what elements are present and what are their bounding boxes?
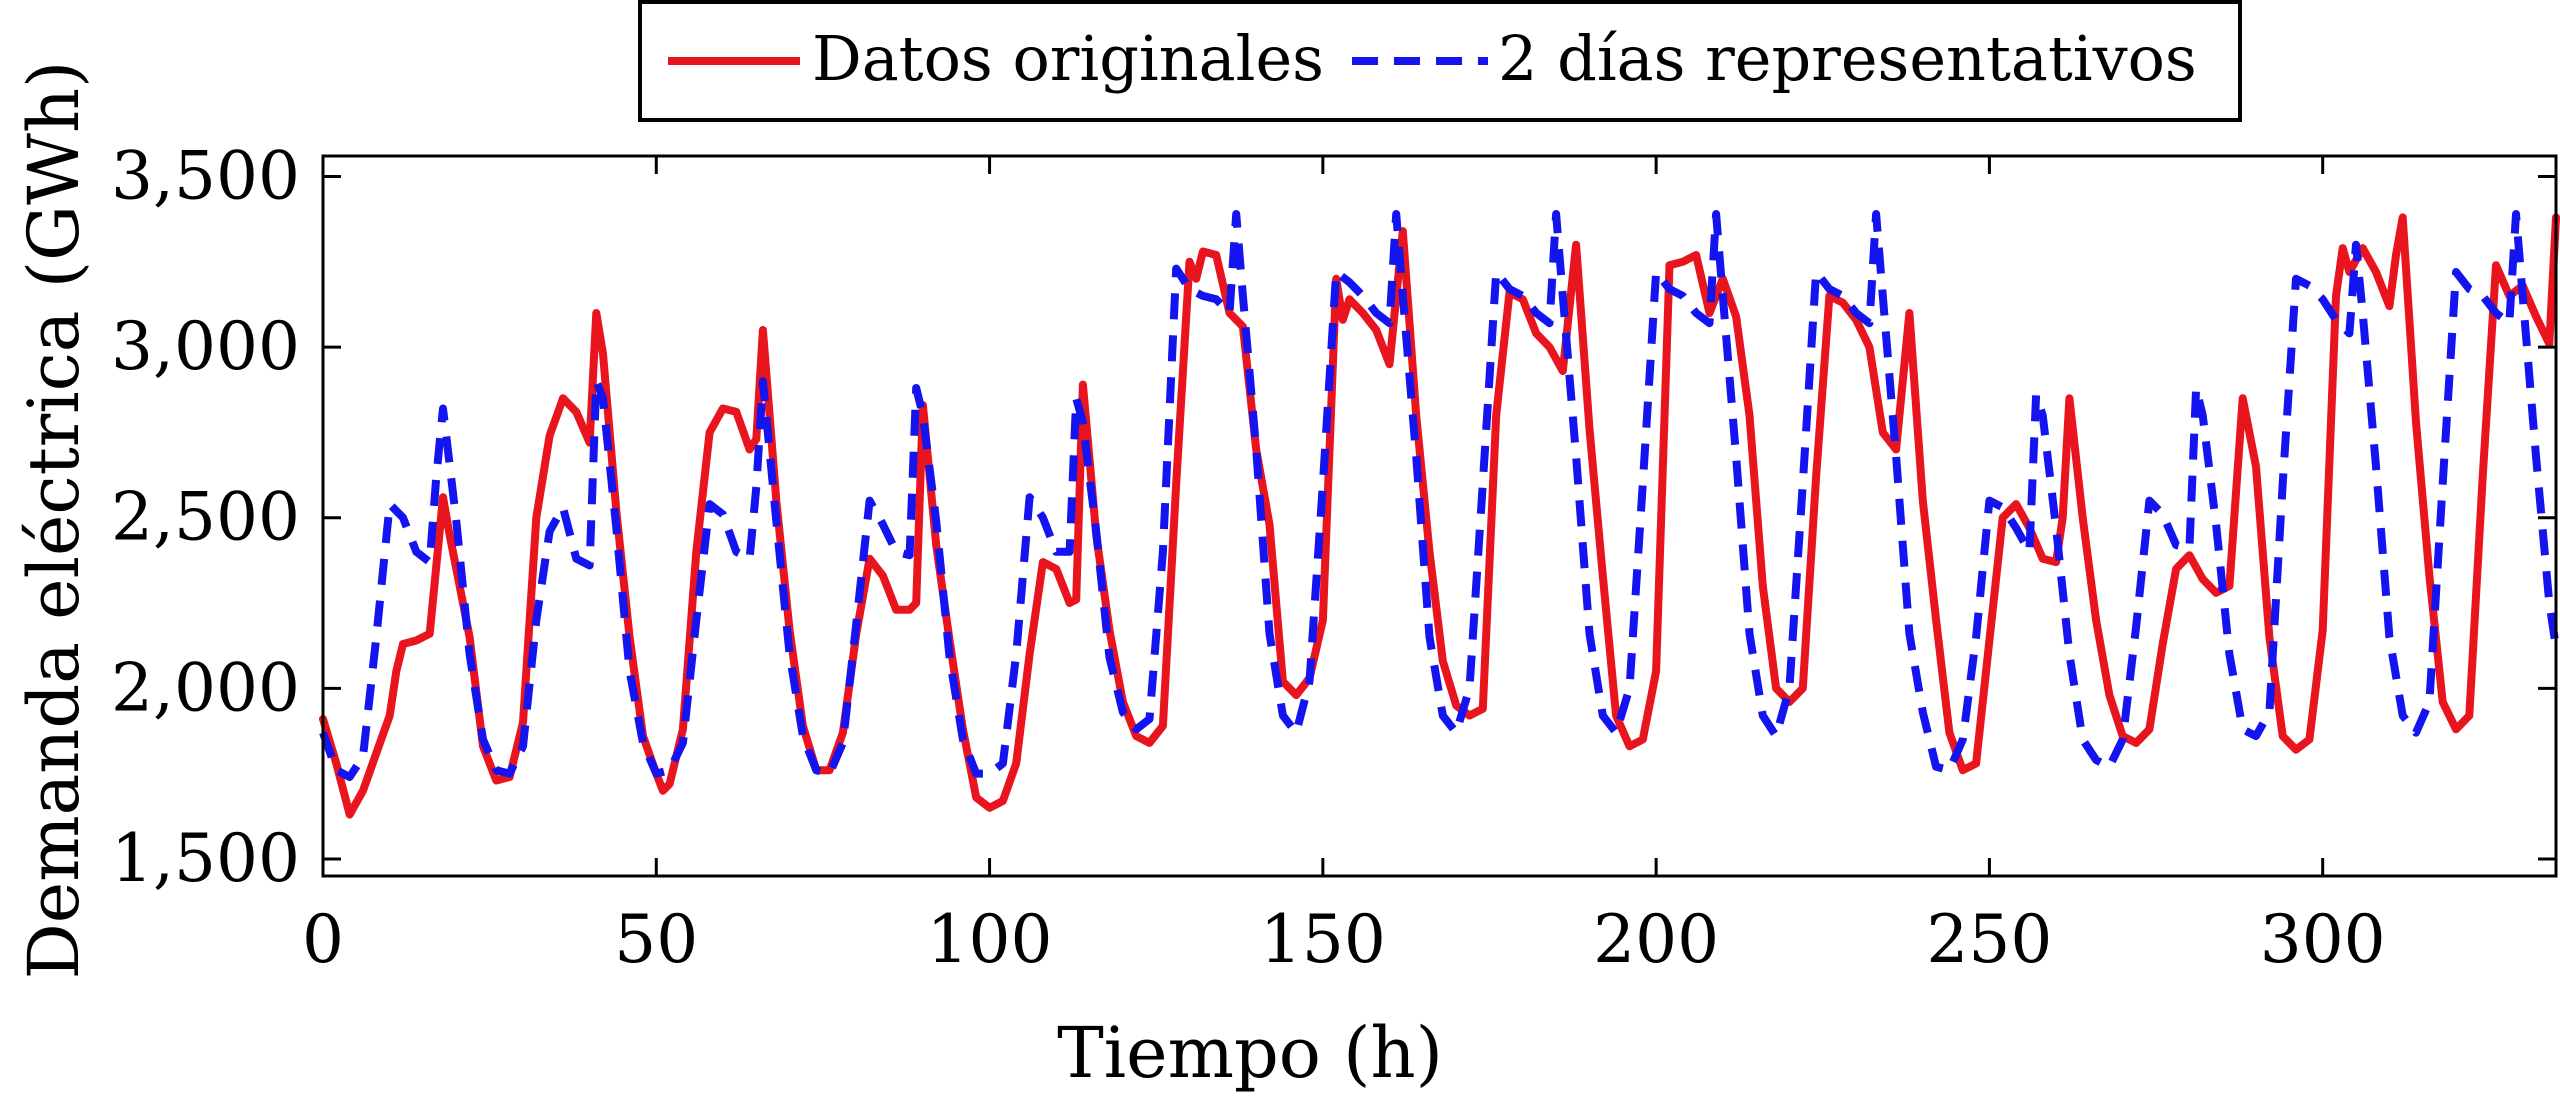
x-axis-label: Tiempo (h) <box>1057 1012 1443 1094</box>
series-line-dias-representativos <box>319 210 2560 781</box>
x-tick-label: 100 <box>927 901 1053 978</box>
x-tick-label: 250 <box>1926 901 2052 978</box>
y-tick-label: 2,500 <box>111 479 300 556</box>
axis-ticks: 0 50 100 150 200 250 300 1,500 2,000 2,500 3,000 3,… <box>111 137 2556 978</box>
y-tick-label: 1,500 <box>111 820 300 897</box>
x-tick-label: 150 <box>1260 901 1386 978</box>
series-line-datos-originales <box>319 213 2560 819</box>
legend-label-series-1: 2 días representativos <box>1498 22 2197 95</box>
plot-area <box>319 210 2560 819</box>
y-tick-label: 2,000 <box>111 649 300 726</box>
y-tick-label: 3,500 <box>111 137 300 214</box>
legend-label-series-0: Datos originales <box>812 22 1324 95</box>
plot-frame <box>321 154 2558 878</box>
y-axis-label: Demanda eléctrica (GWh) <box>13 61 95 980</box>
x-tick-label: 300 <box>2260 901 2386 978</box>
x-tick-label: 0 <box>302 901 344 978</box>
legend: Datos originales 2 días representativos <box>638 0 2242 122</box>
y-tick-label: 3,000 <box>111 308 300 385</box>
x-tick-label: 200 <box>1593 901 1719 978</box>
x-tick-label: 50 <box>614 901 698 978</box>
